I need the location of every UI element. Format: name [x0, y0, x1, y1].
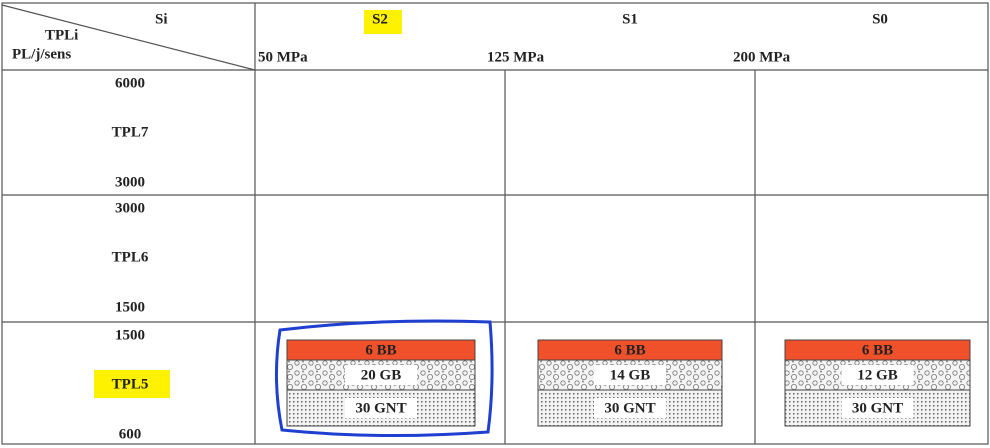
highlight	[94, 370, 170, 398]
layer-label: 30 GNT	[604, 400, 655, 416]
hand-outline	[274, 319, 494, 438]
layer-label-bg	[594, 365, 666, 385]
layer-label: 30 GNT	[355, 400, 406, 416]
traffic-class: TPL7	[112, 124, 149, 140]
layer-label-bg	[345, 365, 417, 385]
upper-limit: 3000	[115, 200, 145, 216]
layer-label: 6 BB	[365, 342, 396, 358]
layer-label: 14 GB	[610, 367, 650, 383]
corner-si: Si	[155, 11, 168, 27]
layer-label-bg	[841, 398, 914, 418]
pressure-label: 50 MPa	[258, 49, 308, 65]
corner-tpli: TPLi	[45, 27, 78, 43]
layer-label: 6 BB	[862, 342, 893, 358]
pressure-label: 200 MPa	[733, 49, 791, 65]
upper-limit: 1500	[115, 327, 145, 343]
traffic-class: TPL6	[112, 249, 149, 265]
layer-label-bg	[345, 398, 417, 418]
lower-limit: 1500	[115, 299, 145, 315]
column-header: S2	[372, 11, 388, 27]
traffic-class: TPL5	[112, 376, 149, 392]
lower-limit: 3000	[115, 174, 145, 190]
lower-limit: 600	[119, 426, 142, 442]
corner-unit: PL/j/sens	[12, 46, 71, 62]
layer-label: 30 GNT	[852, 400, 903, 416]
column-header: S1	[622, 11, 638, 27]
layer-label: 20 GB	[361, 367, 401, 383]
highlight	[364, 10, 402, 34]
layer-label-bg	[841, 365, 914, 385]
layer-label-bg	[594, 398, 666, 418]
column-header: S0	[872, 11, 888, 27]
layer-label: 6 BB	[614, 342, 645, 358]
upper-limit: 6000	[115, 75, 145, 91]
layer-label: 12 GB	[857, 367, 897, 383]
pressure-label: 125 MPa	[487, 49, 545, 65]
